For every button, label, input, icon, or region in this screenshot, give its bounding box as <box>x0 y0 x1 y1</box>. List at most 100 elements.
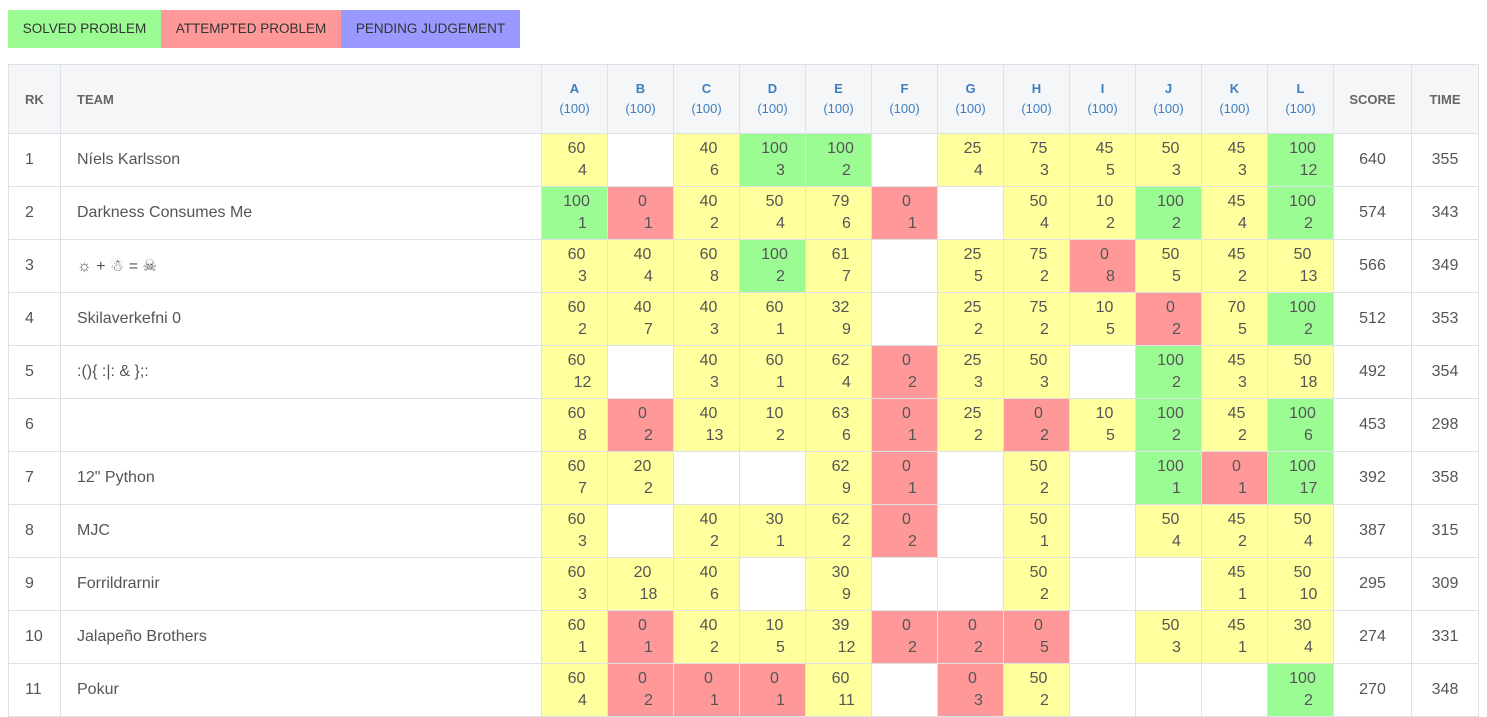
problem-cell-l: 100 2 <box>1267 663 1334 717</box>
problem-cell-e: 32 9 <box>805 292 872 346</box>
cell-tries: 7 <box>842 268 851 285</box>
team-name[interactable]: 12" Python <box>60 451 542 505</box>
team-name[interactable]: MJC <box>60 504 542 558</box>
problem-cell-j <box>1135 557 1202 611</box>
cell-tries: 7 <box>578 480 587 497</box>
cell-tries: 4 <box>1238 215 1247 232</box>
cell-points: 40 <box>699 299 718 316</box>
problem-cell-b: 20 18 <box>607 557 674 611</box>
cell-tries: 1 <box>710 692 719 709</box>
cell-points: 0 <box>1034 617 1043 634</box>
problem-cell-c: 40 13 <box>673 398 740 452</box>
problem-cell-g: 25 2 <box>937 398 1004 452</box>
problem-max-points: (100) <box>1021 101 1052 116</box>
cell-tries: 5 <box>1040 639 1049 656</box>
cell-tries: 3 <box>1238 374 1247 391</box>
cell-tries: 9 <box>842 480 851 497</box>
cell-tries: 1 <box>908 215 917 232</box>
problem-cell-k: 70 5 <box>1201 292 1268 346</box>
cell-points: 0 <box>902 511 911 528</box>
problem-cell-i <box>1069 345 1136 399</box>
cell-points: 0 <box>1166 299 1175 316</box>
team-name[interactable]: :(){ :|: & };: <box>60 345 542 399</box>
problem-cell-j: 50 4 <box>1135 504 1202 558</box>
time-cell: 349 <box>1411 239 1479 293</box>
cell-tries: 2 <box>1238 268 1247 285</box>
team-name[interactable]: Jalapeño Brothers <box>60 610 542 664</box>
team-name[interactable]: ☼ + ☃ = ☠ <box>60 239 542 293</box>
score-cell: 512 <box>1333 292 1412 346</box>
cell-points: 0 <box>1034 405 1043 422</box>
cell-tries: 3 <box>578 586 587 603</box>
score-cell: 274 <box>1333 610 1412 664</box>
cell-points: 45 <box>1095 140 1114 157</box>
cell-points: 75 <box>1029 299 1048 316</box>
cell-tries: 4 <box>1304 639 1313 656</box>
problem-cell-h: 50 1 <box>1003 504 1070 558</box>
cell-tries: 3 <box>578 533 587 550</box>
team-name[interactable]: Forrildrarnir <box>60 557 542 611</box>
cell-tries: 2 <box>1040 692 1049 709</box>
team-name[interactable] <box>60 398 542 452</box>
problem-cell-g: 25 4 <box>937 133 1004 187</box>
cell-tries: 13 <box>705 427 724 444</box>
cell-points: 62 <box>831 511 850 528</box>
cell-tries: 3 <box>578 268 587 285</box>
cell-points: 60 <box>567 458 586 475</box>
problem-header-b[interactable]: B (100) <box>607 64 674 134</box>
cell-tries: 2 <box>1172 215 1181 232</box>
cell-points: 50 <box>1293 246 1312 263</box>
problem-header-l[interactable]: L (100) <box>1267 64 1334 134</box>
problem-header-j[interactable]: J (100) <box>1135 64 1202 134</box>
time-cell: 298 <box>1411 398 1479 452</box>
cell-tries: 2 <box>974 427 983 444</box>
team-name[interactable]: Pokur <box>60 663 542 717</box>
cell-tries: 4 <box>578 692 587 709</box>
legend-pending: PENDING JUDGEMENT <box>341 10 520 48</box>
team-name[interactable]: Skilaverkefni 0 <box>60 292 542 346</box>
cell-tries: 6 <box>710 586 719 603</box>
problem-header-k[interactable]: K (100) <box>1201 64 1268 134</box>
cell-points: 0 <box>968 617 977 634</box>
cell-tries: 1 <box>1238 586 1247 603</box>
problem-header-a[interactable]: A (100) <box>541 64 608 134</box>
problem-header-h[interactable]: H (100) <box>1003 64 1070 134</box>
cell-tries: 4 <box>1040 215 1049 232</box>
problem-cell-i <box>1069 610 1136 664</box>
problem-cell-j: 100 1 <box>1135 451 1202 505</box>
problem-header-d[interactable]: D (100) <box>739 64 806 134</box>
scoreboard-table: RK TEAM A (100) B (100) C (100) D (100) E (100) F (… <box>8 64 1479 717</box>
problem-header-i[interactable]: I (100) <box>1069 64 1136 134</box>
problem-header-g[interactable]: G (100) <box>937 64 1004 134</box>
problem-header-e[interactable]: E (100) <box>805 64 872 134</box>
problem-cell-e: 60 11 <box>805 663 872 717</box>
cell-points: 0 <box>638 405 647 422</box>
rank-cell: 2 <box>8 186 61 240</box>
cell-tries: 1 <box>578 215 587 232</box>
cell-tries: 2 <box>842 162 851 179</box>
cell-tries: 2 <box>1172 321 1181 338</box>
problem-letter: J <box>1164 81 1173 96</box>
problem-cell-k <box>1201 663 1268 717</box>
legend-solved: SOLVED PROBLEM <box>8 10 161 48</box>
problem-cell-c: 40 3 <box>673 292 740 346</box>
cell-tries: 3 <box>710 374 719 391</box>
cell-points: 100 <box>563 193 590 210</box>
cell-tries: 4 <box>1172 533 1181 550</box>
cell-points: 0 <box>1100 246 1109 263</box>
problem-header-f[interactable]: F (100) <box>871 64 938 134</box>
problem-header-c[interactable]: C (100) <box>673 64 740 134</box>
problem-cell-l: 50 10 <box>1267 557 1334 611</box>
cell-tries: 5 <box>1106 321 1115 338</box>
team-name[interactable]: Níels Karlsson <box>60 133 542 187</box>
time-cell: 315 <box>1411 504 1479 558</box>
team-name[interactable]: Darkness Consumes Me <box>60 186 542 240</box>
problem-max-points: (100) <box>757 101 788 116</box>
problem-cell-l: 100 17 <box>1267 451 1334 505</box>
